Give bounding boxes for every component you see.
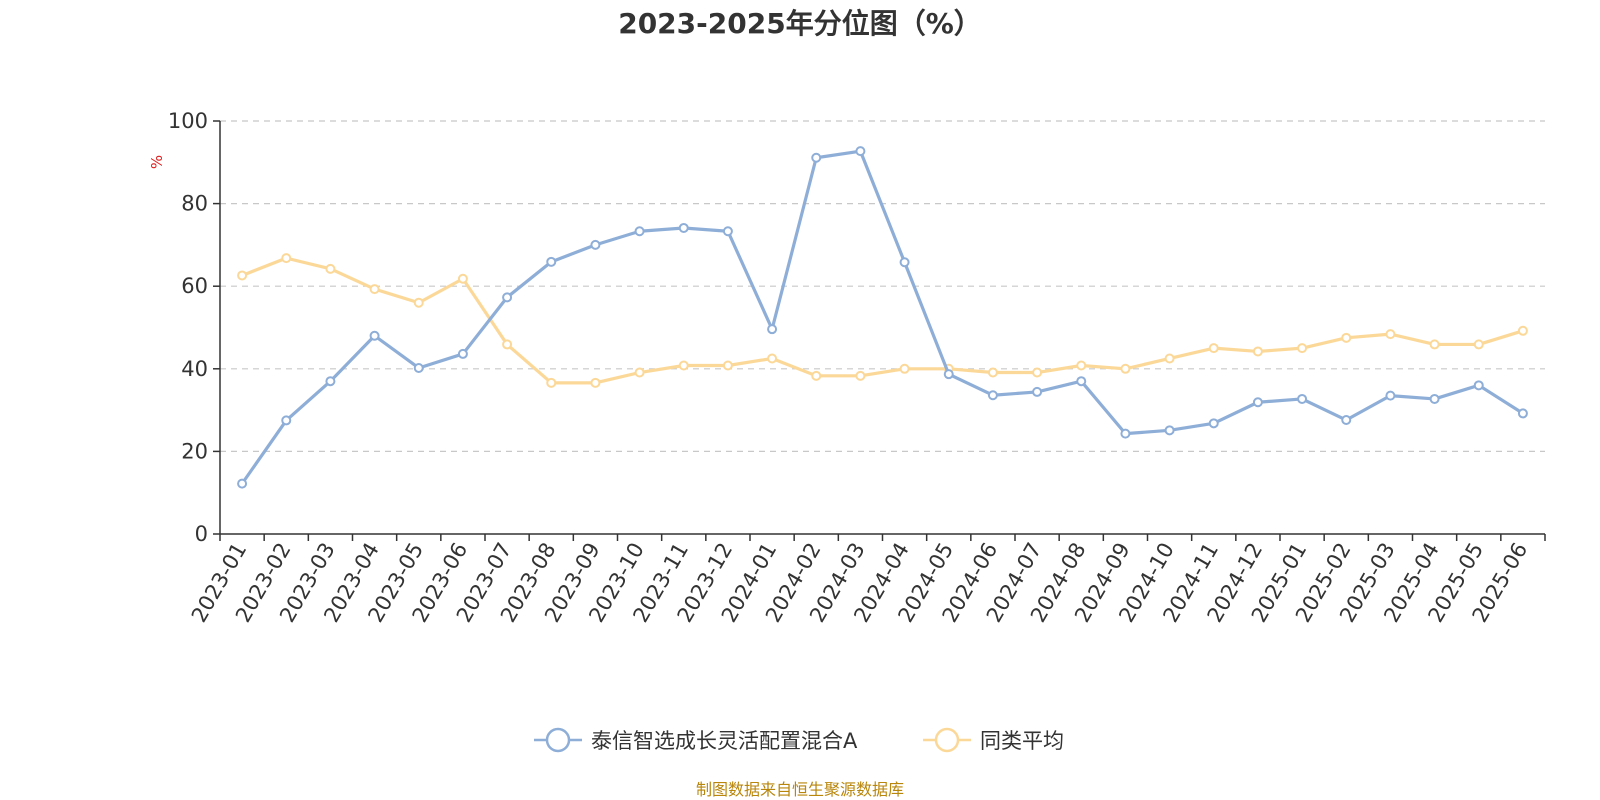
data-point — [590, 239, 601, 250]
data-point — [1252, 346, 1263, 357]
data-point — [1076, 360, 1087, 371]
data-point — [237, 270, 248, 281]
y-tick-label: 60 — [181, 274, 208, 298]
data-point — [987, 367, 998, 378]
data-point — [1385, 390, 1396, 401]
data-point — [943, 369, 954, 380]
data-point — [1164, 353, 1175, 364]
data-point — [1429, 339, 1440, 350]
data-point — [325, 263, 336, 274]
grid-lines — [220, 120, 1545, 452]
data-point — [1032, 367, 1043, 378]
data-point — [502, 339, 513, 350]
legend-label: 同类平均 — [980, 729, 1064, 753]
legend-item-2: 同类平均 — [923, 727, 1064, 753]
data-point — [987, 390, 998, 401]
data-point — [1208, 343, 1219, 354]
data-point — [413, 297, 424, 308]
data-point — [1517, 325, 1528, 336]
data-point — [678, 222, 689, 233]
data-point — [369, 284, 380, 295]
data-point — [1297, 393, 1308, 404]
data-point — [369, 330, 380, 341]
data-point — [590, 377, 601, 388]
y-axis-unit-label: % — [148, 155, 166, 169]
series-line — [240, 149, 1525, 486]
data-point — [1297, 343, 1308, 354]
y-tick-label: 20 — [181, 439, 208, 463]
data-point — [811, 152, 822, 163]
data-point — [855, 146, 866, 157]
legend-marker — [545, 727, 571, 753]
legend: 泰信智选成长灵活配置混合A 同类平均 — [534, 727, 1064, 753]
y-tick-label: 0 — [195, 522, 208, 546]
data-point — [1341, 332, 1352, 343]
data-point — [722, 360, 733, 371]
data-point — [678, 360, 689, 371]
y-tick-label: 80 — [181, 192, 208, 216]
data-point — [855, 370, 866, 381]
data-point — [457, 348, 468, 359]
series-line — [240, 256, 1525, 385]
data-point — [1429, 393, 1440, 404]
data-point — [1208, 418, 1219, 429]
data-point — [722, 226, 733, 237]
data-point — [1385, 329, 1396, 340]
data-point — [237, 478, 248, 489]
series-layer — [237, 146, 1528, 489]
y-tick-label: 40 — [181, 357, 208, 381]
data-point — [1252, 397, 1263, 408]
data-point — [767, 353, 778, 364]
data-point — [1120, 363, 1131, 374]
data-point — [1341, 415, 1352, 426]
y-tick-label: 100 — [168, 109, 208, 133]
legend-label: 泰信智选成长灵活配置混合A — [591, 729, 858, 753]
data-point — [899, 257, 910, 268]
legend-marker — [934, 727, 960, 753]
series-1 — [237, 146, 1528, 489]
data-point — [1032, 386, 1043, 397]
data-point — [457, 273, 468, 284]
chart-title: 2023-2025年分位图（%） — [618, 7, 982, 40]
data-point — [1473, 380, 1484, 391]
data-point — [1517, 408, 1528, 419]
data-point — [1164, 425, 1175, 436]
data-point — [502, 292, 513, 303]
data-point — [325, 376, 336, 387]
data-source-footer: 制图数据来自恒生聚源数据库 — [695, 780, 904, 799]
data-point — [899, 363, 910, 374]
data-point — [811, 370, 822, 381]
axes: 0204060801002023-012023-022023-032023-04… — [168, 109, 1546, 626]
data-point — [546, 256, 557, 267]
data-point — [1076, 376, 1087, 387]
legend-item-1: 泰信智选成长灵活配置混合A — [534, 727, 858, 753]
data-point — [634, 226, 645, 237]
series-2 — [237, 253, 1528, 388]
data-point — [546, 377, 557, 388]
data-point — [634, 367, 645, 378]
data-point — [1120, 428, 1131, 439]
data-point — [281, 415, 292, 426]
data-point — [1473, 339, 1484, 350]
data-point — [767, 324, 778, 335]
data-point — [413, 362, 424, 373]
data-point — [281, 253, 292, 264]
